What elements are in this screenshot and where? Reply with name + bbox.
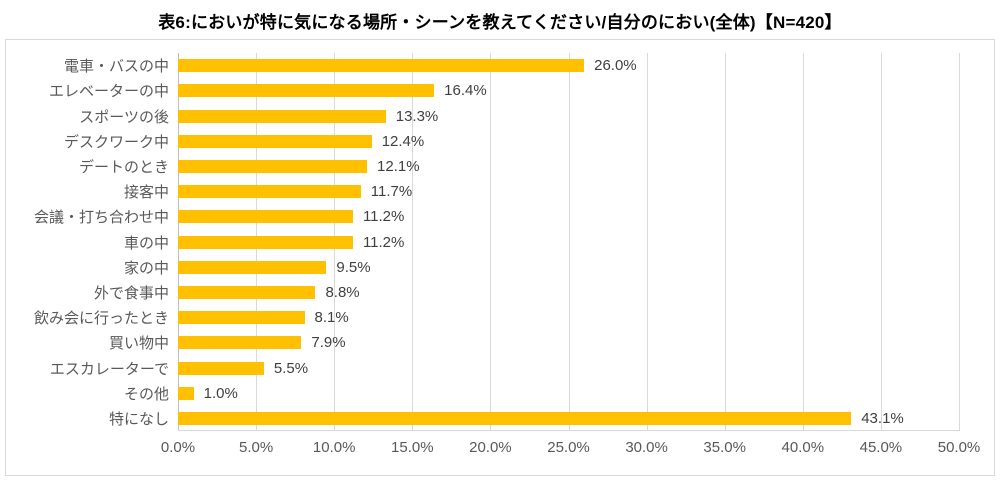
bar-row: スポーツの後 13.3% xyxy=(79,103,959,128)
value-label: 8.1% xyxy=(314,309,349,327)
x-axis-tick-label: 15.0% xyxy=(391,439,434,456)
bar-row: 飲み会に行ったとき 8.1% xyxy=(34,305,959,330)
value-label: 11.2% xyxy=(362,233,405,251)
category-label: 飲み会に行ったとき xyxy=(33,310,169,328)
category-label: エレベーターの中 xyxy=(48,83,169,101)
bar-row: その他 1.0% xyxy=(124,381,959,406)
gridline xyxy=(959,53,960,431)
category-label: デートのとき xyxy=(78,158,169,176)
x-axis-tick-label: 0.0% xyxy=(160,439,196,456)
value-label: 16.4% xyxy=(444,82,487,100)
gridline xyxy=(880,53,882,431)
category-label: 買い物中 xyxy=(108,335,169,353)
x-axis-tick-label: 20.0% xyxy=(469,439,512,456)
bar-row: 接客中 11.7% xyxy=(124,179,959,204)
x-axis-tick-label: 10.0% xyxy=(312,439,356,456)
bar xyxy=(178,59,585,73)
value-label: 11.7% xyxy=(370,183,413,201)
bar-row: デートのとき 12.1% xyxy=(79,154,959,179)
value-label: 26.0% xyxy=(594,57,637,75)
plot-border-box: 電車・バスの中 26.0% エレベーターの中 16.4% スポーツの後 13.3% デスクワ… xyxy=(5,39,995,476)
category-label: 接客中 xyxy=(123,184,169,202)
bar-row: 会議・打ち合わせ中 11.2% xyxy=(34,204,959,229)
plot-area: 電車・バスの中 26.0% エレベーターの中 16.4% スポーツの後 13.3% デスクワ… xyxy=(34,53,960,431)
category-label: 会議・打ち合わせ中 xyxy=(33,209,169,227)
category-label: その他 xyxy=(123,385,169,403)
x-axis-line xyxy=(178,430,959,431)
bar-row: エレベーターの中 16.4% xyxy=(49,78,959,103)
value-label: 13.3% xyxy=(395,107,439,125)
category-label: 家の中 xyxy=(123,259,169,277)
value-label: 8.8% xyxy=(325,283,360,301)
value-label: 12.1% xyxy=(377,157,420,175)
x-axis-tick-label: 30.0% xyxy=(625,439,668,456)
bar-row: 買い物中 7.9% xyxy=(109,330,959,355)
bar xyxy=(178,361,264,375)
bar xyxy=(178,134,372,148)
value-label: 1.0% xyxy=(203,384,238,402)
gridline xyxy=(646,53,648,431)
value-label: 5.5% xyxy=(273,359,309,377)
category-label: デスクワーク中 xyxy=(63,133,169,151)
gridline xyxy=(802,53,804,431)
x-axis-tick-label: 35.0% xyxy=(703,439,746,456)
bar-row: 電車・バスの中 26.0% xyxy=(64,53,959,78)
bar xyxy=(178,235,353,249)
bar-rows: 電車・バスの中 26.0% エレベーターの中 16.4% スポーツの後 13.3% デスクワ… xyxy=(34,53,959,431)
bar-row: 外で食事中 8.8% xyxy=(94,280,959,305)
bar xyxy=(178,185,361,199)
gridline xyxy=(568,53,570,431)
bar xyxy=(178,311,305,325)
bar xyxy=(178,411,852,425)
bar-row: デスクワーク中 12.4% xyxy=(64,129,959,154)
x-axis-tick-label: 40.0% xyxy=(781,439,825,456)
value-label: 43.1% xyxy=(861,409,904,427)
value-label: 12.4% xyxy=(381,132,425,150)
category-label: 電車・バスの中 xyxy=(63,58,169,76)
bar xyxy=(178,386,194,400)
x-axis: 0.0% 5.0% 10.0% 15.0% 20.0% 25.0% 30.0% 35.0% 40… xyxy=(161,439,980,461)
gridline xyxy=(490,53,492,431)
category-label: スポーツの後 xyxy=(79,108,169,126)
bar-row: 車の中 11.2% xyxy=(124,229,959,254)
bar-row: 家の中 9.5% xyxy=(124,255,959,280)
x-axis-tick-label: 25.0% xyxy=(547,439,590,456)
bar-row: エスカレーターで 5.5% xyxy=(50,355,959,380)
x-axis-tick-label: 5.0% xyxy=(238,439,274,456)
value-label: 9.5% xyxy=(336,258,371,276)
x-axis-tick-label: 45.0% xyxy=(859,439,903,456)
value-label: 7.9% xyxy=(311,334,346,352)
bar xyxy=(178,109,386,123)
chart-title: 表6:においが特に気になる場所・シーンを教えてください/自分のにおい(全体)【N… xyxy=(158,13,842,32)
x-axis-tick-label: 50.0% xyxy=(937,439,981,456)
category-label: 特になし xyxy=(108,410,169,428)
value-label: 11.2% xyxy=(362,208,405,226)
bar-row: 特になし 43.1% xyxy=(109,406,959,431)
bar xyxy=(178,336,302,350)
bar xyxy=(178,159,367,173)
category-label: 外で食事中 xyxy=(93,284,169,302)
category-label: エスカレーターで xyxy=(49,360,169,378)
bar xyxy=(178,84,435,98)
bar xyxy=(178,210,353,224)
bar xyxy=(178,285,316,299)
gridline xyxy=(412,53,414,431)
category-label: 車の中 xyxy=(123,234,169,252)
gridline xyxy=(724,53,726,431)
bar xyxy=(178,260,327,274)
